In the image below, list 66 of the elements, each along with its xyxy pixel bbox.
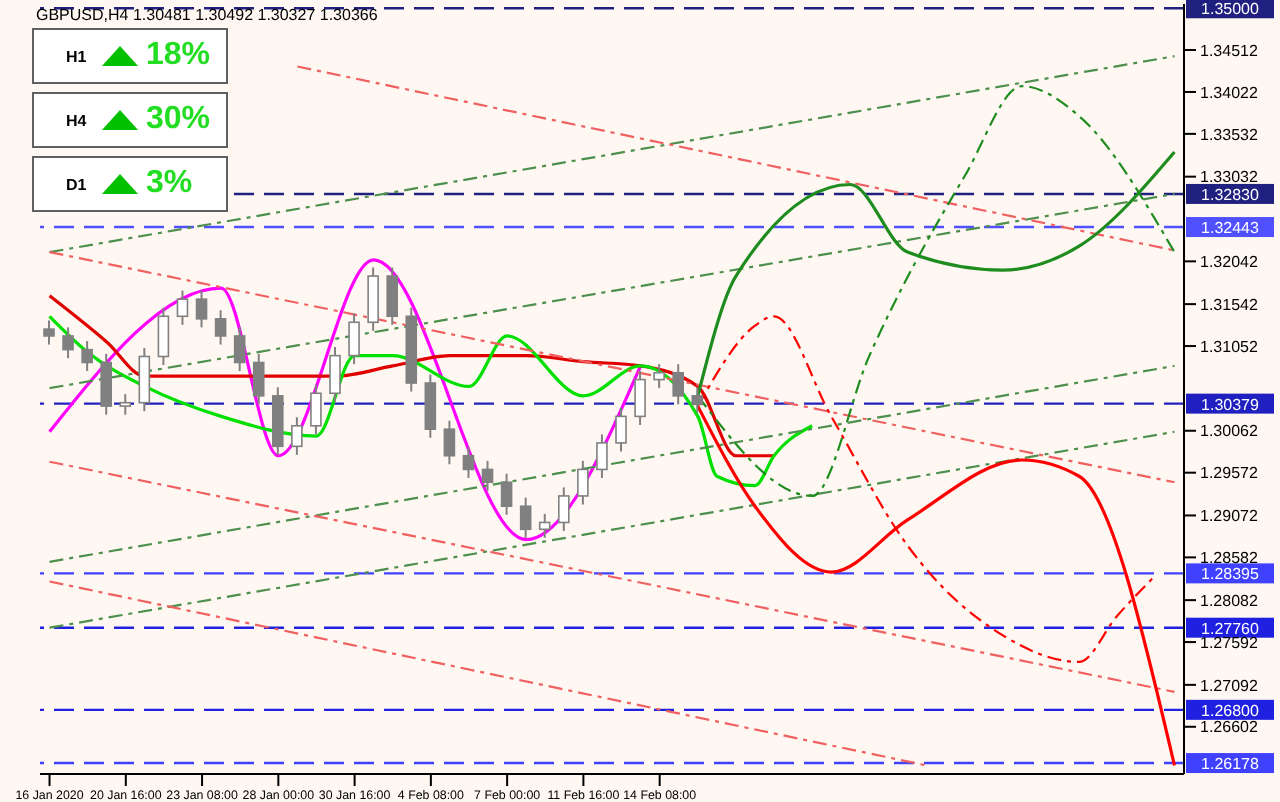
candlestick (214, 309, 227, 346)
y-tick-label: 1.33032 (1200, 168, 1259, 187)
y-tick-label: 1.34512 (1200, 41, 1259, 60)
y-tick-label: 1.31542 (1200, 295, 1259, 314)
ref-line-label: 1.26800 (1201, 701, 1261, 720)
annotation: H1 (66, 47, 89, 65)
y-tick-label: 1.33532 (1200, 125, 1259, 144)
candlestick (176, 289, 189, 326)
candlestick (291, 416, 303, 456)
y-tick-label: 1.29072 (1200, 507, 1259, 526)
y-tick-label: 1.27592 (1200, 633, 1259, 652)
ref-line-label: 1.26178 (1201, 755, 1261, 774)
line-series (47, 294, 776, 458)
candlestick (615, 406, 627, 453)
candlestick (367, 266, 379, 332)
annotation: 3% (146, 166, 193, 202)
annotation: 18% (146, 38, 211, 74)
candlestick (386, 266, 398, 326)
candlestick (634, 370, 646, 426)
candlestick (500, 472, 513, 516)
candlestick (43, 319, 55, 346)
ref-line-label: 1.27760 (1201, 619, 1261, 638)
candlestick (481, 459, 494, 492)
candlestick (310, 383, 322, 436)
candlestick (195, 289, 208, 329)
ref-line-label: 1.30379 (1201, 395, 1261, 414)
ref-line-label: 1.28395 (1201, 565, 1261, 584)
y-tick-label: 1.31052 (1200, 337, 1259, 356)
annotation: H4 (66, 111, 89, 129)
annotation: 30% (146, 102, 211, 138)
candlestick (462, 446, 475, 479)
candlestick (329, 346, 341, 403)
candlestick (691, 386, 704, 414)
line-series (47, 258, 643, 542)
candlestick (672, 363, 684, 406)
candlestick (348, 312, 360, 366)
candlestick (252, 352, 265, 406)
candlestick (653, 363, 665, 390)
y-tick-label: 1.30062 (1200, 422, 1259, 441)
y-tick-label: 1.28082 (1200, 591, 1259, 610)
y-tick-label: 1.27092 (1200, 676, 1259, 695)
candlestick (100, 352, 112, 416)
candlestick (577, 459, 589, 506)
candlestick (558, 486, 570, 533)
line-series (47, 314, 814, 488)
y-tick-label: 1.29572 (1200, 464, 1259, 483)
candlestick (538, 512, 551, 539)
annotation: D1 (66, 175, 89, 193)
candlestick (519, 496, 532, 539)
y-tick-label: 1.32042 (1200, 253, 1259, 272)
candlestick (424, 373, 437, 439)
candlestick (233, 326, 246, 373)
candlestick (443, 419, 456, 466)
chart-title: GBPUSD,H4 1.30481 1.30492 1.30327 1.30366 (36, 6, 378, 24)
ref-line-label: 1.35000 (1201, 0, 1261, 19)
ref-line-label: 1.32830 (1201, 185, 1261, 204)
candlestick (596, 433, 608, 479)
candlestick (157, 306, 170, 367)
candlestick (62, 326, 74, 360)
y-tick-label: 1.34022 (1200, 83, 1259, 102)
candlestick (119, 393, 132, 416)
y-tick-label: 1.26602 (1200, 718, 1259, 737)
candlestick (138, 346, 151, 413)
y-tick-label: 1.28582 (1200, 549, 1259, 568)
candlestick (81, 340, 93, 373)
ref-line-label: 1.32443 (1201, 219, 1261, 238)
